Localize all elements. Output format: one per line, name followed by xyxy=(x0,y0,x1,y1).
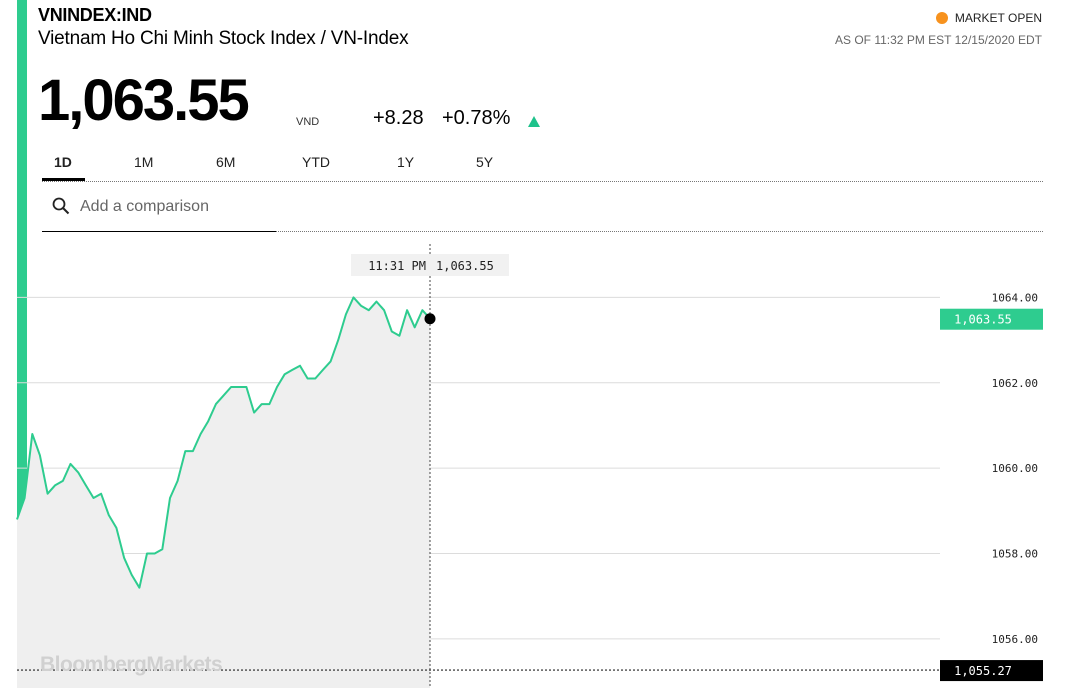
series-line xyxy=(16,296,431,589)
tab-1d[interactable]: 1D xyxy=(54,154,72,170)
market-status: MARKET OPEN xyxy=(935,11,1042,25)
tab-1m[interactable]: 1M xyxy=(134,154,154,170)
crosshair-time: 11:31 PM xyxy=(368,259,426,273)
status-dot-icon xyxy=(935,12,948,24)
y-tick-label: 1060.00 xyxy=(992,462,1038,475)
prev-close-label: 1,055.27 xyxy=(954,664,1012,678)
crosshair-value: 1,063.55 xyxy=(436,259,494,273)
last-value-label: 1,063.55 xyxy=(954,313,1012,327)
accent-bar xyxy=(17,0,27,688)
crosshair-tooltip xyxy=(351,254,509,276)
index-name: Vietnam Ho Chi Minh Stock Index / VN-Ind… xyxy=(38,28,409,49)
as-of-timestamp: AS OF 11:32 PM EST 12/15/2020 EDT xyxy=(835,33,1042,47)
price-value: 1,063.55 xyxy=(38,68,250,133)
bloomberg-markets-logo: BloombergMarkets xyxy=(40,653,223,676)
market-status-label: MARKET OPEN xyxy=(954,11,1042,25)
y-tick-label: 1058.00 xyxy=(992,548,1038,561)
prev-close-tag xyxy=(940,660,1043,682)
price-change-percent: +0.78% xyxy=(442,107,511,129)
tab-ytd[interactable]: YTD xyxy=(302,154,330,170)
y-tick-label: 1056.00 xyxy=(992,633,1038,646)
search-underline xyxy=(42,231,276,232)
price-change: +8.28 xyxy=(373,107,424,129)
tabs-divider xyxy=(42,181,1043,182)
ticker-symbol: VNINDEX:IND xyxy=(38,5,152,25)
y-tick-label: 1062.00 xyxy=(992,377,1038,390)
crosshair-point xyxy=(424,313,436,325)
active-tab-indicator xyxy=(42,178,85,181)
last-value-tag xyxy=(940,308,1043,330)
up-arrow-icon xyxy=(528,116,540,127)
tab-6m[interactable]: 6M xyxy=(216,154,236,170)
comparison-search-input[interactable] xyxy=(80,196,270,218)
currency-label: VND xyxy=(296,116,320,128)
series-area xyxy=(17,297,430,688)
tab-5y[interactable]: 5Y xyxy=(476,154,494,170)
search-divider xyxy=(276,231,1043,232)
search-icon xyxy=(52,197,70,215)
tab-1y[interactable]: 1Y xyxy=(397,154,415,170)
y-tick-label: 1064.00 xyxy=(992,291,1038,304)
